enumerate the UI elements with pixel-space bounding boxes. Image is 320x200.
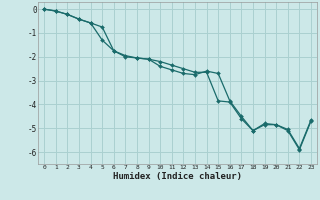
X-axis label: Humidex (Indice chaleur): Humidex (Indice chaleur) [113,172,242,181]
